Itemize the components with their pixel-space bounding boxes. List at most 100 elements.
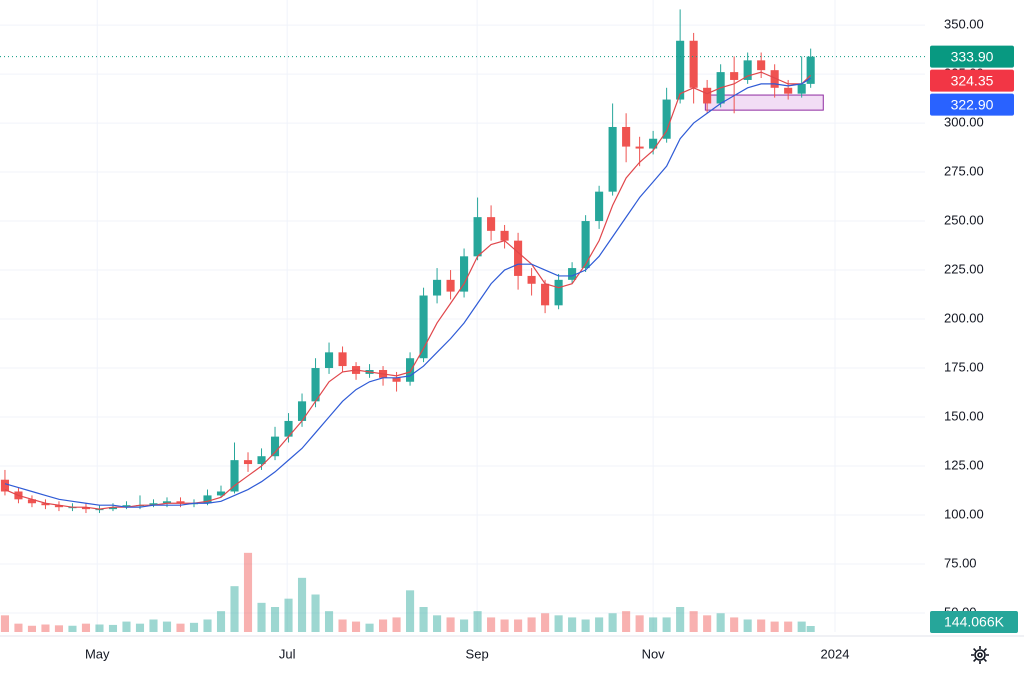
volume-bar bbox=[122, 621, 131, 632]
x-tick-label: May bbox=[85, 646, 110, 661]
candle-body bbox=[419, 295, 428, 359]
plot: 50.0075.00100.00125.00150.00175.00200.00… bbox=[0, 0, 1024, 661]
volume-bar bbox=[635, 615, 644, 632]
volume-bar bbox=[784, 621, 793, 632]
candle-body bbox=[649, 138, 658, 149]
volume-bar bbox=[743, 619, 752, 632]
candle-body bbox=[108, 507, 118, 510]
candle-body bbox=[176, 501, 185, 504]
candle-body bbox=[622, 126, 631, 147]
candle-body bbox=[81, 507, 91, 510]
candle-body bbox=[406, 358, 415, 382]
moving-average bbox=[4, 71, 812, 510]
y-tick-label: 300.00 bbox=[944, 115, 984, 130]
candle-body bbox=[595, 191, 604, 222]
volume-badge-label: 144.066K bbox=[944, 614, 1005, 630]
volume-bar bbox=[81, 623, 91, 632]
volume-badge bbox=[930, 611, 1018, 633]
y-tick-label: 250.00 bbox=[944, 212, 984, 227]
candle-body bbox=[257, 456, 266, 465]
volume-bar bbox=[27, 625, 37, 632]
volume-bar bbox=[297, 577, 307, 632]
y-tick-label: 225.00 bbox=[944, 261, 984, 276]
volume-bar bbox=[108, 624, 118, 632]
volume-bar bbox=[703, 615, 712, 632]
volume-bar bbox=[419, 607, 428, 632]
volume-bar bbox=[14, 623, 23, 632]
price-badge bbox=[930, 93, 1014, 116]
volume-bar bbox=[473, 611, 482, 632]
candle-body bbox=[662, 99, 671, 139]
volume-bar bbox=[257, 602, 266, 632]
candle-body bbox=[311, 368, 320, 402]
candle-body bbox=[243, 460, 253, 465]
volume-bar bbox=[500, 619, 509, 632]
gear-hub bbox=[977, 652, 983, 658]
candle-body bbox=[514, 240, 523, 276]
candle-body bbox=[757, 60, 766, 71]
price-badge bbox=[930, 69, 1014, 92]
volume-bar bbox=[554, 615, 563, 632]
candle-body bbox=[297, 401, 307, 421]
candle-body bbox=[527, 275, 536, 284]
volume-bar bbox=[689, 611, 698, 632]
volume-bar bbox=[757, 619, 766, 632]
x-tick-label: Nov bbox=[642, 646, 666, 661]
volume-bar bbox=[797, 621, 806, 632]
settings-icon[interactable] bbox=[971, 646, 989, 664]
volume-bar bbox=[230, 586, 239, 632]
volume-bar bbox=[595, 617, 604, 632]
volume-bar bbox=[311, 594, 320, 632]
volume-bar bbox=[203, 619, 212, 632]
candle-body bbox=[743, 60, 752, 80]
candle-body bbox=[487, 217, 496, 231]
gear-teeth bbox=[971, 646, 989, 664]
y-tick-label: 75.00 bbox=[944, 555, 977, 570]
volume-bar bbox=[649, 617, 658, 632]
candle-body bbox=[473, 217, 482, 257]
volume-bar bbox=[662, 617, 671, 632]
price-badge bbox=[930, 45, 1014, 68]
candle-body bbox=[541, 283, 550, 306]
volume-bar bbox=[406, 590, 415, 632]
candle-body bbox=[446, 279, 455, 292]
candle-body bbox=[568, 268, 577, 280]
volume-bar bbox=[189, 622, 199, 632]
volume-bar bbox=[514, 619, 523, 632]
volume-bar bbox=[392, 617, 401, 632]
candle-body bbox=[324, 352, 334, 369]
volume-bar bbox=[541, 613, 550, 632]
candle-body bbox=[635, 146, 644, 149]
candle-body bbox=[41, 503, 50, 506]
volume-bar bbox=[338, 619, 347, 632]
candle-body bbox=[554, 279, 563, 306]
gear-ring bbox=[974, 649, 986, 661]
candle-body bbox=[54, 505, 64, 508]
volume-bar bbox=[446, 617, 455, 632]
volume-bar bbox=[379, 619, 388, 632]
price-badge-label: 322.90 bbox=[951, 96, 994, 112]
volume-bar bbox=[806, 625, 815, 632]
x-tick-label: 2024 bbox=[821, 646, 850, 661]
candle-body bbox=[338, 352, 347, 367]
volume-bar bbox=[608, 613, 617, 632]
price-badge-label: 324.35 bbox=[951, 72, 994, 88]
candle-body bbox=[676, 40, 685, 100]
volume-bar bbox=[243, 552, 253, 632]
candle-body bbox=[0, 479, 10, 492]
candle-body bbox=[162, 501, 172, 504]
candle-body bbox=[608, 126, 617, 192]
volume-bar bbox=[270, 607, 280, 632]
candle-body bbox=[270, 436, 280, 457]
volume-bar bbox=[527, 617, 536, 632]
volume-bar bbox=[433, 615, 442, 632]
volume-bar bbox=[581, 619, 590, 632]
volume-bar bbox=[68, 625, 77, 632]
x-tick-label: Sep bbox=[466, 646, 489, 661]
y-tick-label: 125.00 bbox=[944, 457, 984, 472]
volume-bar bbox=[95, 624, 104, 632]
y-tick-label: 350.00 bbox=[944, 17, 984, 32]
candle-body bbox=[203, 495, 212, 504]
